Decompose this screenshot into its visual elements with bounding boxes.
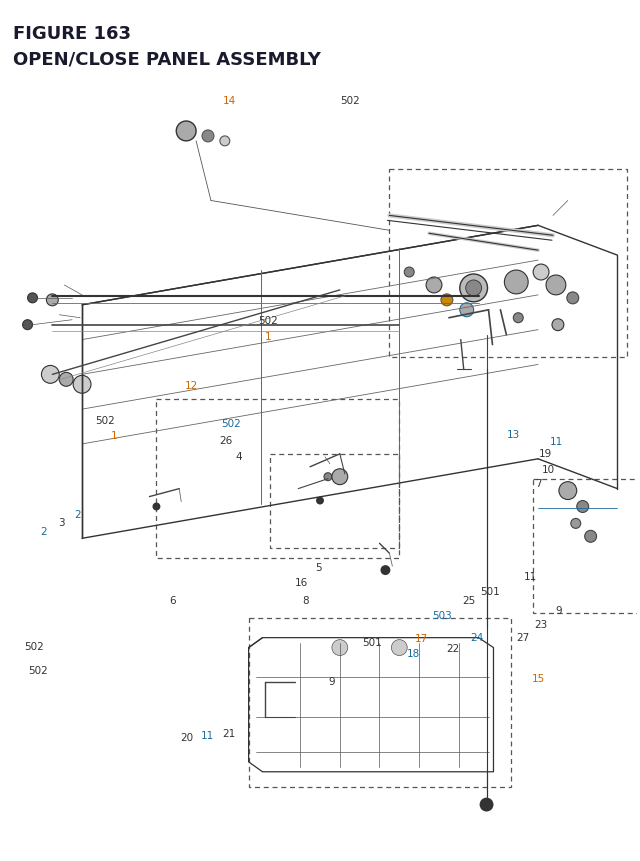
Text: 23: 23 [534, 619, 547, 629]
Text: 11: 11 [201, 730, 214, 740]
Bar [389, 170, 627, 358]
Text: 11: 11 [524, 571, 537, 581]
Text: 4: 4 [236, 451, 242, 461]
Circle shape [380, 566, 390, 575]
Circle shape [571, 519, 580, 529]
Circle shape [533, 265, 549, 281]
Circle shape [404, 268, 414, 277]
Text: 502: 502 [258, 316, 278, 326]
Text: 502: 502 [340, 96, 360, 106]
Circle shape [73, 376, 91, 393]
Text: 25: 25 [463, 595, 476, 605]
Circle shape [441, 294, 453, 307]
Text: 1: 1 [265, 331, 271, 342]
Text: 502: 502 [221, 418, 241, 429]
Text: 503: 503 [433, 610, 452, 620]
Text: 17: 17 [415, 634, 428, 643]
Circle shape [332, 469, 348, 485]
Text: 502: 502 [96, 415, 115, 425]
Bar [271, 455, 399, 548]
Text: 26: 26 [220, 436, 233, 446]
Circle shape [324, 474, 332, 481]
Circle shape [220, 137, 230, 146]
Circle shape [332, 640, 348, 656]
Circle shape [152, 503, 161, 511]
Text: 19: 19 [539, 449, 552, 459]
Circle shape [316, 497, 324, 505]
Circle shape [479, 797, 493, 812]
Text: 11: 11 [550, 437, 563, 447]
Circle shape [585, 530, 596, 542]
Circle shape [504, 270, 528, 294]
Circle shape [567, 293, 579, 305]
Text: OPEN/CLOSE PANEL ASSEMBLY: OPEN/CLOSE PANEL ASSEMBLY [13, 51, 321, 68]
Circle shape [22, 320, 33, 331]
Circle shape [426, 277, 442, 294]
Text: 9: 9 [328, 676, 335, 686]
Text: 6: 6 [170, 596, 176, 606]
Text: 20: 20 [180, 732, 193, 741]
Circle shape [460, 303, 474, 318]
Circle shape [577, 501, 589, 513]
Circle shape [559, 482, 577, 500]
Text: 502: 502 [28, 665, 47, 675]
Text: 22: 22 [447, 644, 460, 653]
Text: 15: 15 [532, 673, 545, 684]
Circle shape [392, 640, 407, 656]
Text: 3: 3 [58, 518, 65, 528]
Text: FIGURE 163: FIGURE 163 [13, 25, 131, 42]
Text: 501: 501 [362, 638, 382, 647]
Text: 21: 21 [222, 728, 236, 739]
Circle shape [60, 373, 73, 387]
Circle shape [202, 131, 214, 143]
Text: 7: 7 [536, 479, 542, 488]
Circle shape [46, 294, 58, 307]
Circle shape [546, 276, 566, 295]
Circle shape [513, 313, 524, 324]
Circle shape [176, 122, 196, 142]
Text: 24: 24 [470, 633, 484, 642]
Circle shape [42, 366, 60, 384]
Circle shape [552, 319, 564, 331]
Text: 12: 12 [185, 381, 198, 390]
Text: 14: 14 [223, 96, 237, 106]
Text: 13: 13 [507, 430, 520, 440]
Text: 8: 8 [303, 596, 309, 606]
Bar [533, 479, 640, 613]
Text: 2: 2 [74, 510, 81, 519]
Text: 1: 1 [111, 430, 118, 441]
Text: 18: 18 [407, 648, 420, 658]
Circle shape [460, 275, 488, 302]
Text: 16: 16 [294, 578, 308, 588]
Text: 501: 501 [480, 586, 500, 597]
Circle shape [466, 281, 481, 296]
Text: 9: 9 [556, 605, 562, 615]
Bar [248, 618, 511, 787]
Text: 2: 2 [41, 526, 47, 536]
Text: 27: 27 [516, 633, 530, 642]
Text: 5: 5 [316, 562, 322, 573]
Text: 502: 502 [24, 641, 44, 651]
Text: 10: 10 [542, 465, 555, 475]
Bar [156, 400, 399, 559]
Circle shape [28, 294, 38, 303]
